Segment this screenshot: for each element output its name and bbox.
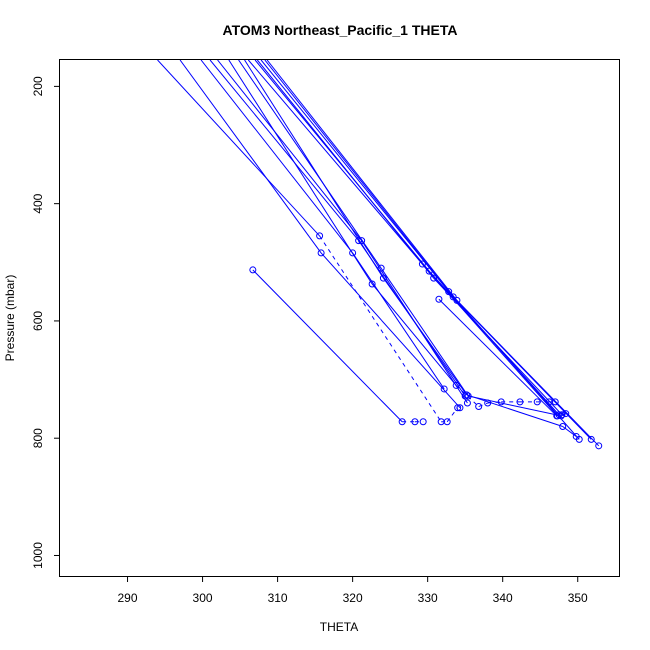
series-6-segment: [478, 402, 488, 408]
series-5-point: [463, 399, 471, 407]
series-1-point: [454, 404, 462, 412]
series-5-point: [358, 237, 366, 245]
series-15-segment: [438, 298, 558, 417]
series-8-segment: [466, 394, 563, 427]
series-1-point: [316, 232, 324, 240]
series-8-point: [379, 274, 387, 282]
x-tick-label: 290: [118, 591, 138, 605]
series-6-point: [452, 381, 460, 389]
series-14-point: [453, 296, 461, 304]
y-tick-label: 1000: [31, 542, 45, 569]
series-7-point: [464, 392, 472, 400]
y-tick-label: 600: [31, 311, 45, 331]
series-7-segment: [238, 60, 382, 269]
series-1-segment: [319, 235, 442, 423]
series-6-point: [497, 398, 505, 406]
y-tick-label: 800: [31, 428, 45, 448]
series-3-segment: [352, 252, 445, 390]
series-3-point: [349, 249, 357, 257]
series-6-point: [368, 280, 376, 288]
series-13-segment: [264, 60, 454, 298]
series-6-segment: [371, 283, 457, 386]
series-11-segment: [256, 60, 435, 279]
series-0-point: [398, 418, 406, 426]
series-2-segment: [179, 60, 322, 254]
series-6-point: [484, 399, 492, 407]
x-tick-label: 330: [418, 591, 438, 605]
series-6-point: [551, 398, 559, 406]
series-8-segment: [382, 277, 468, 396]
series-14-segment: [266, 60, 458, 301]
series-11-segment: [433, 277, 563, 416]
series-8-segment: [244, 60, 384, 279]
series-12-point: [445, 288, 453, 296]
series-7-point: [562, 410, 570, 418]
plot-frame: [59, 59, 620, 577]
series-2-point: [317, 249, 325, 257]
series-7-point: [377, 264, 385, 272]
series-11-point: [558, 411, 566, 419]
plot-area: [157, 60, 603, 450]
series-3-point: [440, 385, 448, 393]
y-axis-label: Pressure (mbar): [3, 275, 17, 362]
x-tick-label: 310: [268, 591, 288, 605]
series-6-point: [475, 403, 483, 411]
series-5-segment: [217, 60, 363, 241]
series-12-point: [575, 435, 583, 443]
x-tick-label: 340: [493, 591, 513, 605]
x-tick-label: 320: [343, 591, 363, 605]
x-tick-label: 300: [193, 591, 213, 605]
series-6-segment: [455, 385, 480, 407]
series-0-point: [419, 418, 427, 426]
x-tick-label: 350: [568, 591, 588, 605]
series-12-segment: [260, 60, 450, 292]
series-15-point: [553, 412, 561, 420]
y-tick-label: 200: [31, 76, 45, 96]
series-8-point: [559, 422, 567, 430]
series-12-segment: [448, 291, 580, 440]
y-axis: 200 400 600 800 1000: [31, 76, 60, 569]
series-1-segment: [157, 60, 320, 237]
chart-title: ATOM3 Northeast_Pacific_1 THETA: [223, 22, 458, 38]
x-axis-label: THETA: [320, 620, 358, 634]
series-6-point: [516, 398, 524, 406]
series-4-segment: [209, 60, 360, 241]
series-3-segment: [200, 60, 354, 254]
series-15-point: [435, 295, 443, 303]
series-11-point: [430, 274, 438, 282]
series-9-point: [418, 260, 426, 268]
series-0-point: [249, 266, 257, 274]
series-1-point: [443, 418, 451, 426]
series-0-point: [411, 418, 419, 426]
series-6-point: [533, 398, 541, 406]
series-4-point: [355, 237, 363, 245]
series-4-point: [461, 392, 469, 400]
series-7-segment: [380, 267, 469, 397]
series-9-segment: [422, 263, 558, 417]
series-13-point: [587, 435, 595, 443]
y-tick-label: 400: [31, 193, 45, 213]
series-9-segment: [247, 60, 423, 265]
series-2-segment: [320, 252, 461, 409]
x-axis: 290 300 310 320 330 340 350: [118, 576, 588, 605]
series-8-point: [463, 391, 471, 399]
series-6-segment: [228, 60, 373, 285]
series-0-segment: [252, 269, 403, 423]
series-13-point: [449, 293, 457, 301]
series-14-point: [595, 442, 603, 450]
series-2-point: [456, 404, 464, 412]
series-14-segment: [456, 300, 600, 447]
series-10-point: [425, 267, 433, 275]
series-7-segment: [468, 395, 562, 417]
